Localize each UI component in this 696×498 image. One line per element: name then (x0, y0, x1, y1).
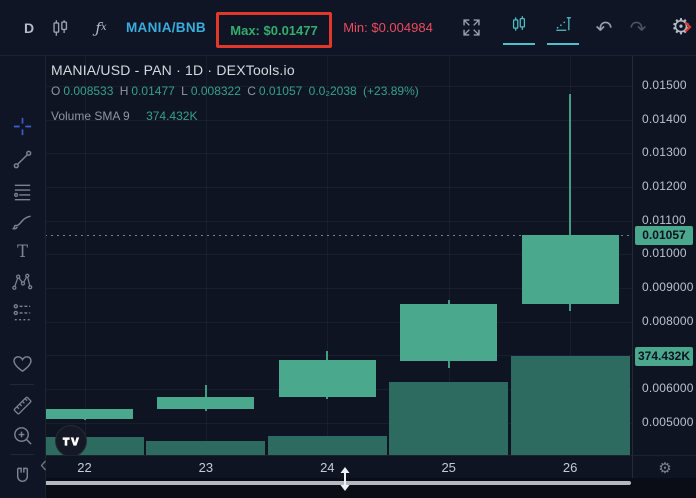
time-gridline (327, 55, 329, 455)
magnet-icon[interactable] (0, 462, 44, 490)
volume-row: Volume SMA 9 374.432K (51, 109, 422, 123)
time-tick-label: 26 (562, 460, 578, 475)
chart-style-candles-icon[interactable] (46, 0, 74, 55)
brush-icon[interactable] (0, 207, 44, 235)
toolbar-divider (10, 384, 34, 385)
last-price-line (45, 235, 632, 236)
time-tick-label: 24 (320, 460, 335, 475)
candle-body (521, 235, 619, 304)
horizontal-scrollbar[interactable] (0, 481, 631, 485)
time-gridline (448, 55, 450, 455)
text-tool-icon[interactable]: T (0, 237, 44, 265)
price-gridline (45, 254, 632, 256)
favorites-heart-icon[interactable] (0, 349, 44, 377)
svg-text:T: T (17, 241, 28, 260)
fib-retracement-icon[interactable] (0, 178, 44, 206)
forecast-lines-icon[interactable] (0, 298, 44, 326)
redo-icon[interactable]: ↷ (624, 0, 652, 55)
candle-body (45, 409, 133, 419)
volume-bar (510, 356, 630, 455)
candle-body (400, 304, 498, 362)
fullscreen-icon[interactable] (455, 0, 487, 55)
draw-lock-icon[interactable] (0, 494, 44, 498)
price-tick-label: 0.01000 (642, 246, 687, 261)
price-gridline (45, 187, 632, 188)
drawing-toolbar: T (0, 55, 46, 498)
chart-title: MANIA/USD - PAN · 1D · DEXTools.io (51, 62, 295, 78)
price-tick-label: 0.01200 (642, 179, 687, 193)
price-tick-label: 0.01300 (642, 145, 687, 160)
collapse-toolbar-chevron-icon[interactable] (38, 458, 48, 472)
time-axis[interactable]: 22 23 24 25 26 (45, 455, 632, 479)
measure-ruler-icon[interactable] (0, 391, 44, 419)
max-price-annotation-box: Max: $0.01477 (216, 12, 332, 48)
axis-settings-cell: ⚙ (632, 455, 696, 479)
fx-f: ƒ (95, 18, 101, 37)
gear-glyph: ⚙ (671, 15, 691, 40)
candles-view-toggle-icon[interactable] (503, 5, 535, 45)
volume-bar (389, 382, 509, 455)
time-tick-label: 23 (198, 460, 214, 475)
price-gridline (45, 422, 632, 424)
time-gridline (84, 55, 86, 455)
candle-body (278, 360, 376, 398)
symbol-pair-label: MANIA/BNB (126, 20, 206, 35)
bars-chart-view-toggle-icon[interactable] (547, 5, 579, 45)
trend-line-icon[interactable] (0, 145, 44, 173)
price-gridline (45, 355, 632, 357)
last-price-badge: 0.01057 (635, 225, 693, 245)
price-tick-label: 0.01100 (642, 212, 686, 227)
price-axis[interactable]: 0.01057 374.432K 0.01500 0.01400 0.01300 0.… (632, 55, 696, 455)
price-gridline (45, 288, 632, 289)
fx-x: x (100, 22, 107, 33)
crosshair-icon[interactable] (0, 112, 44, 140)
pane-resize-arrow-icon[interactable] (337, 466, 353, 492)
candle-wick (569, 93, 572, 311)
price-tick-label: 0.005000 (642, 414, 694, 429)
volume-bar (146, 441, 266, 455)
price-gridline (45, 119, 632, 121)
volume-sma-badge: 374.432K (635, 346, 693, 366)
price-gridline (45, 86, 632, 87)
toolbar-divider (10, 454, 34, 455)
volume-bar (267, 436, 387, 455)
tradingview-logo[interactable] (55, 425, 87, 455)
chart-pane[interactable]: MANIA/USD - PAN · 1D · DEXTools.io O 0.00… (45, 55, 632, 455)
price-gridline (45, 220, 632, 222)
axis-gear-icon[interactable]: ⚙ (658, 458, 672, 477)
candle-body (157, 397, 255, 410)
price-gridline (45, 153, 632, 155)
volume-sma-label: Volume SMA 9 (51, 109, 130, 123)
price-tick-label: 0.006000 (642, 381, 694, 395)
time-tick-label: 25 (441, 460, 456, 475)
time-tick-label: 22 (77, 460, 92, 475)
price-gridline (45, 321, 632, 323)
timeframe-button[interactable]: D (16, 0, 42, 55)
chart-legend: MANIA/USD - PAN · 1D · DEXTools.io O 0.00… (51, 62, 422, 123)
red-cursor-chevron-icon (684, 21, 692, 33)
zoom-in-icon[interactable] (0, 421, 44, 449)
max-price-label: Max: $0.01477 (230, 22, 318, 38)
undo-icon[interactable]: ↶ (590, 0, 618, 55)
settings-gear-icon[interactable]: ⚙ (664, 0, 696, 55)
xabcd-pattern-icon[interactable] (0, 267, 44, 295)
price-tick-label: 0.01400 (642, 111, 687, 126)
price-tick-label: 0.009000 (642, 280, 694, 294)
price-tick-label: 0.01500 (642, 78, 687, 92)
price-tick-label: 0.008000 (642, 313, 694, 328)
time-gridline (205, 55, 207, 455)
min-price-label: Min: $0.004984 (343, 20, 433, 35)
volume-sma-value: 374.432K (146, 109, 198, 123)
